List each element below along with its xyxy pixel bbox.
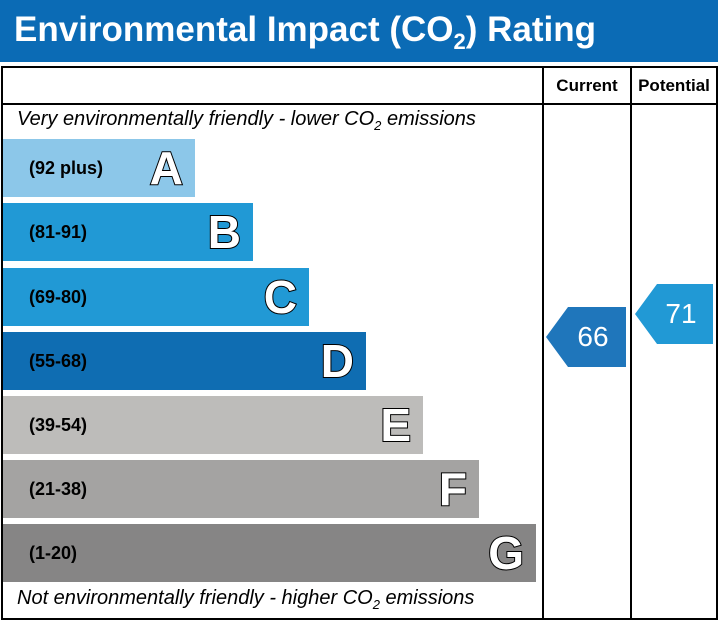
- band-bar-f: (21-38) F: [3, 460, 479, 518]
- band-bar-g: (1-20) G: [3, 524, 536, 582]
- band-range-label: (1-20): [29, 543, 78, 563]
- band-range-label: (21-38): [29, 479, 88, 499]
- header-row-divider: [3, 103, 716, 105]
- band-range-label: (81-91): [29, 222, 88, 242]
- band-bar-c: (69-80) C: [3, 268, 309, 326]
- header-bar: Environmental Impact (CO2) Rating: [0, 0, 718, 62]
- band-letter: E: [379, 398, 412, 452]
- caption-top: Very environmentally friendly - lower CO…: [17, 108, 476, 133]
- current-rating-arrow: 66: [546, 307, 626, 367]
- band-bar-e: (39-54) E: [3, 396, 423, 454]
- band-bar-b: (81-91) B: [3, 203, 253, 261]
- band-letter: D: [320, 334, 355, 388]
- band-letter: A: [149, 141, 184, 195]
- band-range-label: (92 plus): [29, 158, 104, 178]
- caption-bottom: Not environmentally friendly - higher CO…: [17, 587, 475, 612]
- band-range-label: (39-54): [29, 415, 88, 435]
- band-letter: B: [207, 205, 242, 259]
- band-letter: C: [263, 270, 298, 324]
- band-bar-a: (92 plus) A: [3, 139, 195, 197]
- column-divider-current: [542, 68, 544, 618]
- page-title: Environmental Impact (CO2) Rating: [14, 10, 597, 54]
- band-letter: F: [438, 462, 468, 516]
- rating-frame: Current Potential Very environmentally f…: [1, 66, 718, 620]
- band-letter: G: [487, 526, 525, 580]
- potential-rating-arrow: 71: [635, 284, 713, 344]
- band-bar-d: (55-68) D: [3, 332, 366, 390]
- band-range-label: (55-68): [29, 351, 88, 371]
- column-header-current: Current: [556, 76, 618, 95]
- column-header-potential: Potential: [638, 76, 710, 95]
- column-divider-potential: [630, 68, 632, 618]
- band-range-label: (69-80): [29, 287, 88, 307]
- current-rating-value: 66: [577, 321, 609, 352]
- potential-rating-value: 71: [665, 298, 697, 329]
